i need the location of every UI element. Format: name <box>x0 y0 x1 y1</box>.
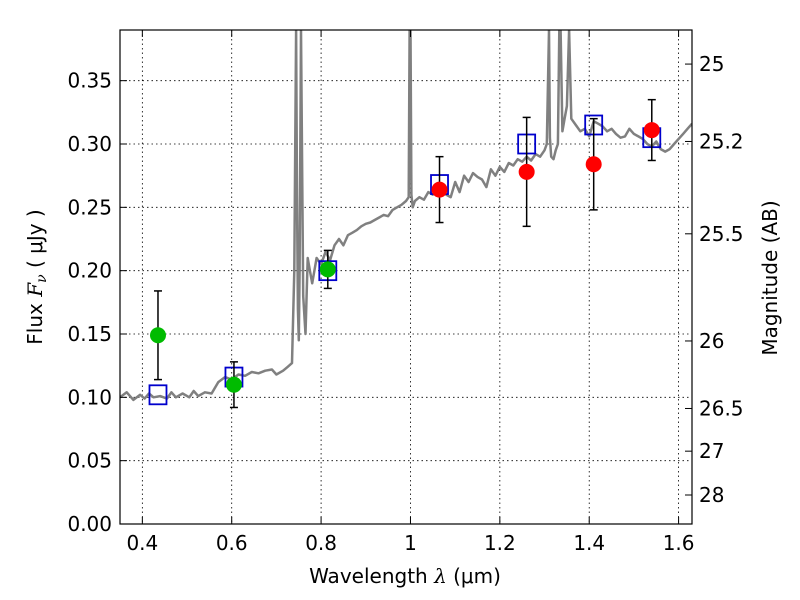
x-tick-label: 0.4 <box>126 531 158 555</box>
y2-tick-label: 27 <box>699 439 724 463</box>
y2-axis-label: Magnitude (AB) <box>758 200 782 355</box>
y-tick-label: 0.05 <box>67 449 112 473</box>
x-tick-label: 1.2 <box>484 531 516 555</box>
x-tick-label: 0.6 <box>216 531 248 555</box>
x-tick-label: 1.4 <box>573 531 605 555</box>
plot-frame <box>119 29 693 525</box>
y-tick-label: 0.20 <box>67 259 112 283</box>
y2-tick-label: 26.5 <box>699 396 744 420</box>
measured-flux-point <box>518 163 535 180</box>
y-tick-label: 0.10 <box>67 385 112 409</box>
measured-flux-point <box>149 327 166 344</box>
y2-tick-label: 26 <box>699 329 724 353</box>
y-tick-label: 0.15 <box>67 322 112 346</box>
y2-tick-label: 25 <box>699 52 724 76</box>
plot-data <box>120 30 692 409</box>
sed-model-line <box>120 30 692 402</box>
y2-tick-label: 25.5 <box>699 222 744 246</box>
y2-tick-label: 25.2 <box>699 129 744 153</box>
x-axis-label: Wavelength λ (μm) <box>309 564 501 588</box>
y2-tick-label: 28 <box>699 483 724 507</box>
y-tick-label: 0.30 <box>67 132 112 156</box>
measured-flux-point <box>319 261 336 278</box>
measured-flux-point <box>585 156 602 173</box>
y-tick-label: 0.25 <box>67 195 112 219</box>
x-tick-label: 0.8 <box>305 531 337 555</box>
x-tick-label: 1.6 <box>663 531 695 555</box>
measured-flux-point <box>225 376 242 393</box>
grid <box>120 30 692 524</box>
measured-flux-point <box>431 181 448 198</box>
y-tick-label: 0.00 <box>67 512 112 536</box>
y-tick-label: 0.35 <box>67 69 112 93</box>
y-axis-label: Flux Fν ( μJy ) <box>23 209 50 344</box>
model-photometry-marker <box>148 384 168 406</box>
measured-flux-point <box>643 122 660 139</box>
axis-ticks: 0.4 0.6 0.8 1 1.2 1.4 1.6 0.00 0.05 0.10 0.15 0.20 0… <box>67 30 744 555</box>
x-tick-label: 1 <box>404 531 417 555</box>
